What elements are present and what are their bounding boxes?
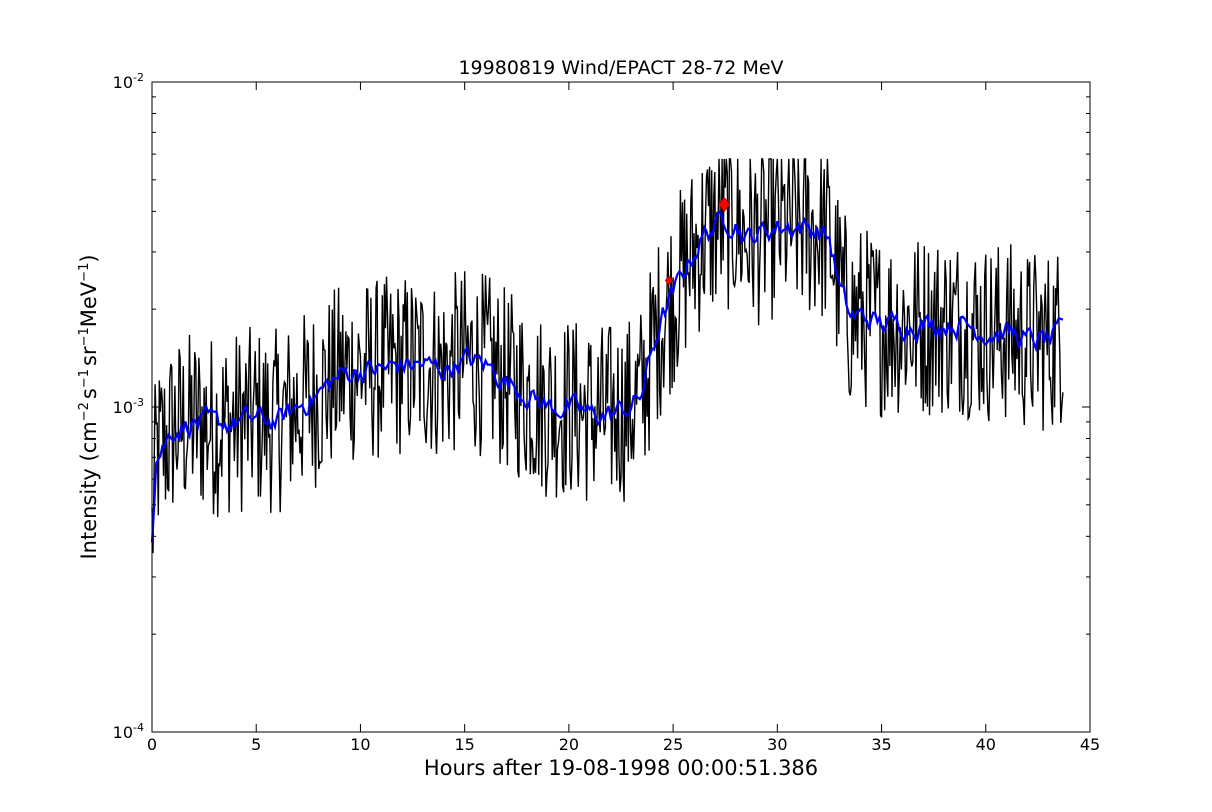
chart-title: 19980819 Wind/EPACT 28-72 MeV [458, 57, 783, 79]
y-tick-label: 10-4 [113, 721, 144, 742]
x-tick-label: 0 [147, 735, 157, 754]
plot-area [150, 81, 1091, 733]
x-tick-label: 5 [251, 735, 261, 754]
y-axis-label: Intensity (cm−2s−1sr−1MeV−1) [77, 254, 101, 559]
x-axis-label: Hours after 19-08-1998 00:00:51.386 [424, 756, 818, 780]
series-layer [150, 158, 1064, 554]
raw-intensity-line [151, 158, 1064, 554]
x-tick-label: 20 [559, 735, 579, 754]
onset-marker [664, 275, 674, 286]
marker-layer [664, 196, 731, 286]
x-tick-label: 35 [871, 735, 891, 754]
x-tick-label: 25 [663, 735, 683, 754]
x-tick-label: 10 [350, 735, 370, 754]
y-tick-label: 10-2 [113, 71, 144, 92]
y-tick-label: 10-3 [113, 396, 144, 417]
x-axis: 0 5 10 15 20 25 30 35 40 45 [147, 82, 1100, 754]
y-axis: 10-2 10-3 10-4 [113, 71, 1090, 742]
x-tick-label: 30 [767, 735, 787, 754]
x-tick-label: 40 [976, 735, 996, 754]
onset-marker [718, 196, 731, 213]
x-tick-label: 15 [454, 735, 474, 754]
smoothed-intensity-line [150, 210, 1064, 543]
x-tick-label: 45 [1080, 735, 1100, 754]
